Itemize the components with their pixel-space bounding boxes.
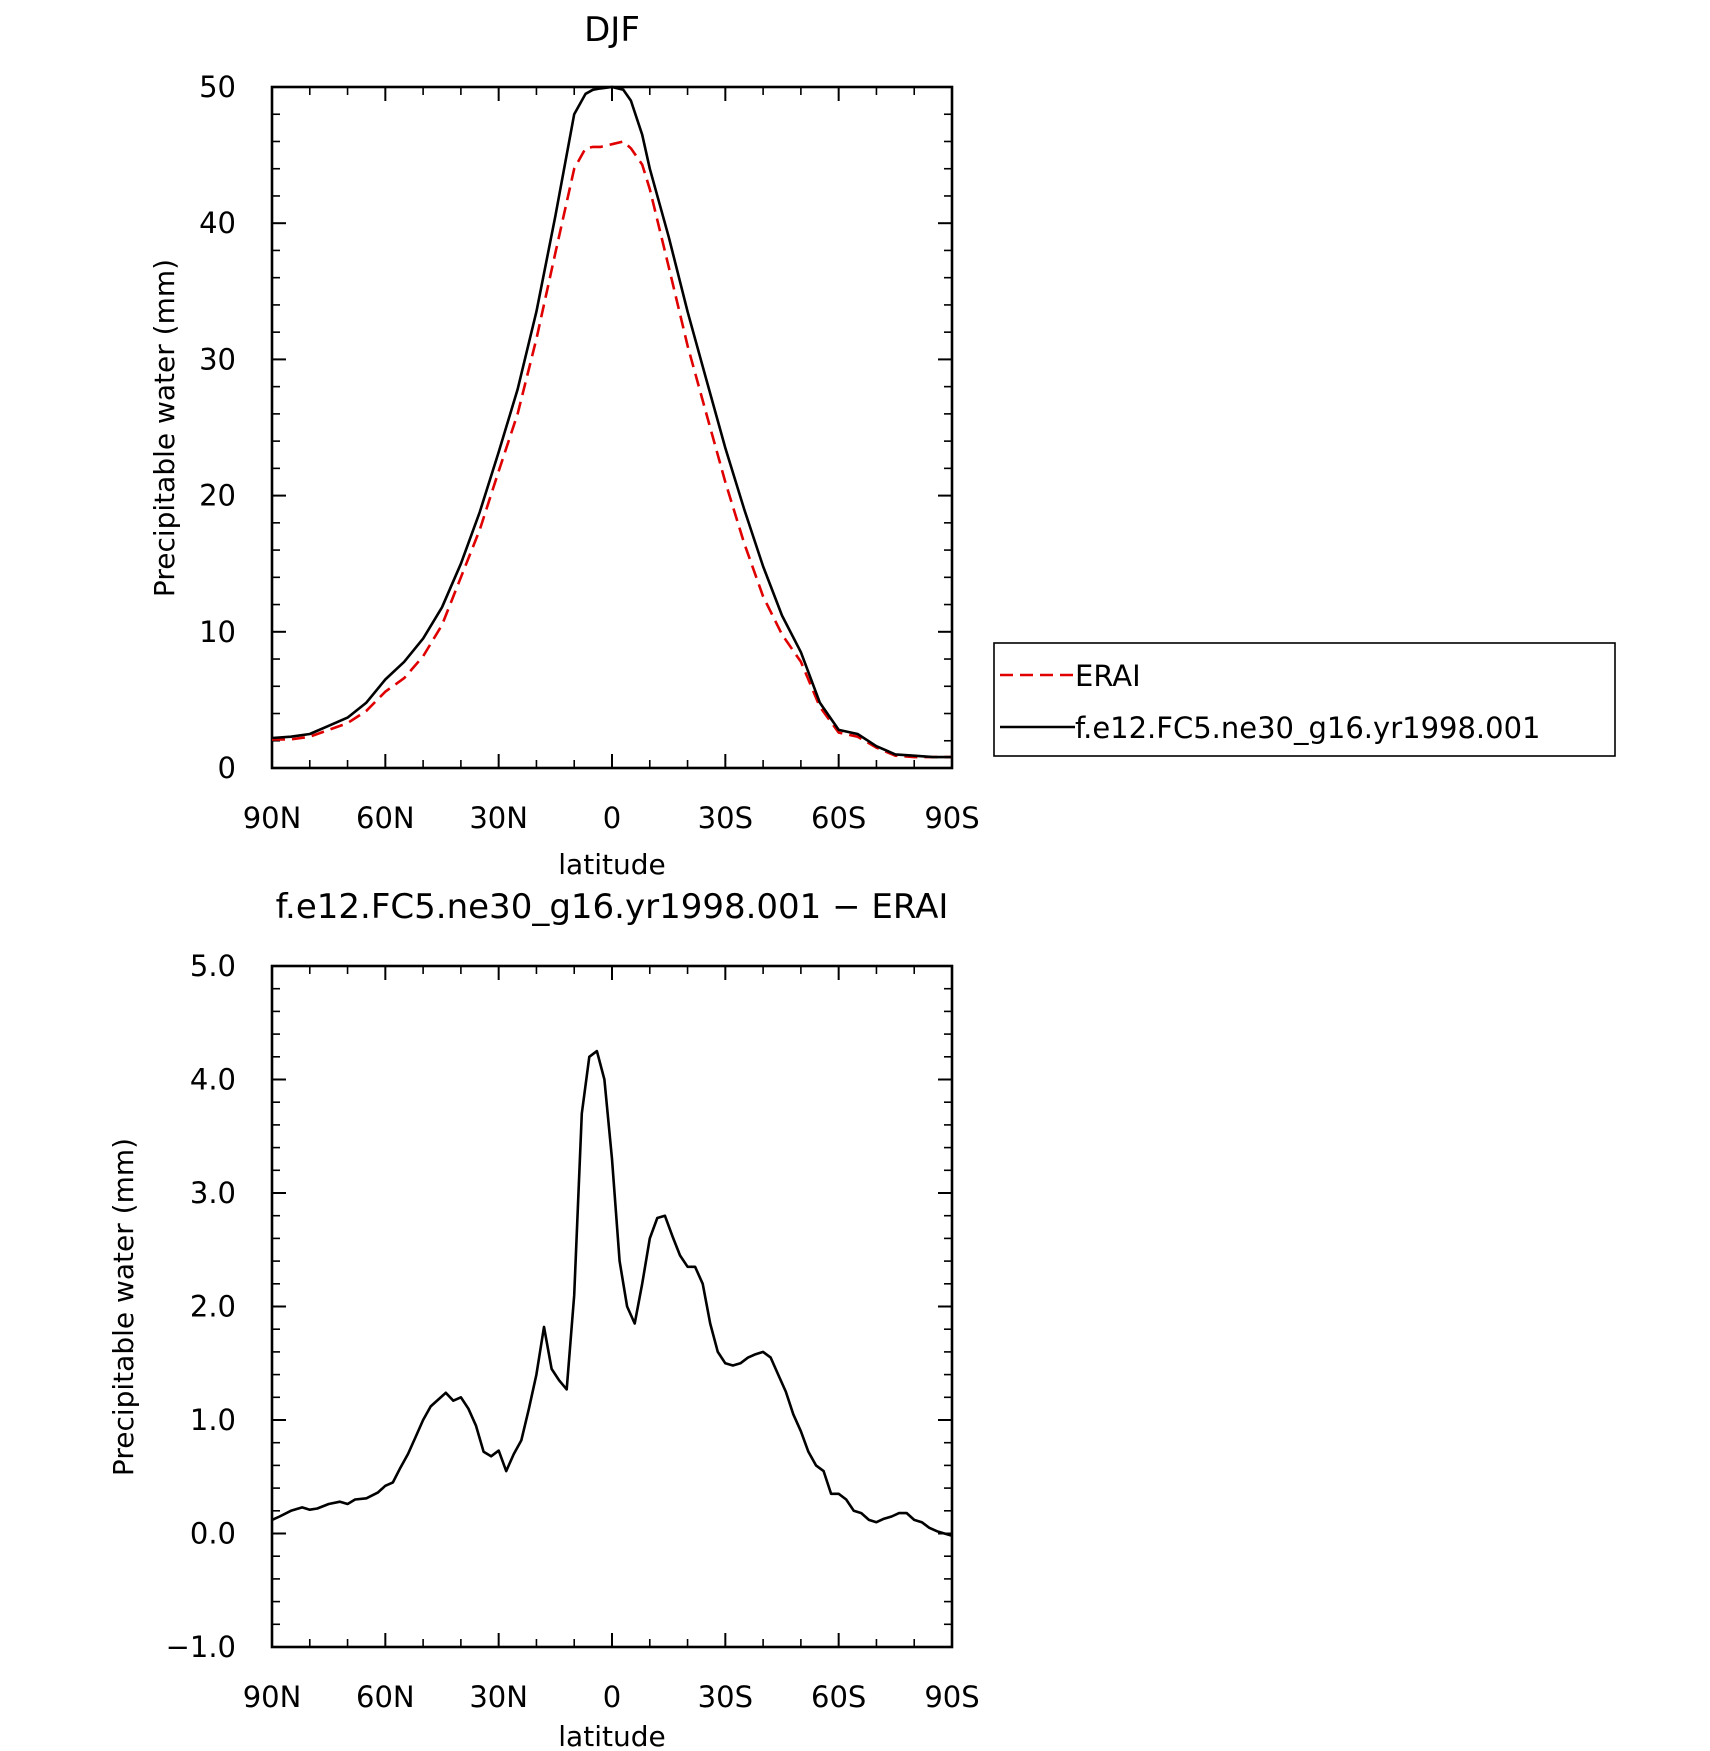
y-tick-label: 5.0 bbox=[190, 949, 236, 983]
chart-difference: f.e12.FC5.ne30_g16.yr1998.001 − ERAI 90N… bbox=[107, 887, 980, 1751]
tick-marks bbox=[271, 965, 953, 1648]
x-tick-label: 30N bbox=[469, 1680, 528, 1714]
y-axis-label: Precipitable water (mm) bbox=[148, 259, 181, 597]
x-tick-label: 30S bbox=[698, 801, 753, 835]
y-tick-label: 10 bbox=[199, 615, 236, 649]
y-tick-label: 30 bbox=[199, 342, 236, 376]
chart-title: DJF bbox=[584, 10, 640, 50]
y-tick-label: 2.0 bbox=[190, 1290, 236, 1324]
y-tick-label: 3.0 bbox=[190, 1176, 236, 1210]
x-tick-labels: 90N 60N 30N 0 30S 60S 90S bbox=[243, 1680, 980, 1714]
x-tick-label: 90S bbox=[924, 801, 979, 835]
y-tick-label: −1.0 bbox=[166, 1630, 236, 1664]
x-tick-label: 60N bbox=[356, 1680, 415, 1714]
x-tick-label: 60N bbox=[356, 801, 415, 835]
series-layer bbox=[271, 85, 952, 759]
x-axis-label: latitude bbox=[558, 1720, 665, 1751]
legend-label-model: f.e12.FC5.ne30_g16.yr1998.001 bbox=[1075, 711, 1541, 745]
series-line-0 bbox=[271, 1049, 953, 1538]
x-tick-label: 90N bbox=[243, 801, 302, 835]
legend-label-erai: ERAI bbox=[1075, 659, 1141, 693]
y-tick-label: 0.0 bbox=[190, 1517, 236, 1551]
y-tick-labels: 0 10 20 30 40 50 bbox=[199, 70, 236, 785]
tick-marks bbox=[271, 86, 953, 769]
y-tick-labels: −1.0 0.0 1.0 2.0 3.0 4.0 5.0 bbox=[166, 949, 236, 1664]
x-tick-labels: 90N 60N 30N 0 30S 60S 90S bbox=[243, 801, 980, 835]
y-tick-label: 4.0 bbox=[190, 1063, 236, 1097]
y-tick-label: 50 bbox=[199, 70, 236, 104]
series-layer bbox=[271, 1049, 953, 1538]
x-tick-label: 60S bbox=[811, 1680, 866, 1714]
x-axis-label: latitude bbox=[558, 848, 665, 881]
y-tick-label: 40 bbox=[199, 206, 236, 240]
x-tick-label: 60S bbox=[811, 801, 866, 835]
chart-djf: DJF 90N 60N 30N 0 30S 60S 90S 0 10 20 30 40 50 lati… bbox=[148, 10, 1616, 881]
y-tick-label: 1.0 bbox=[190, 1403, 236, 1437]
x-tick-label: 0 bbox=[603, 1680, 621, 1714]
y-axis-label: Precipitable water (mm) bbox=[107, 1138, 140, 1476]
y-tick-label: 0 bbox=[218, 751, 236, 785]
legend: ERAI f.e12.FC5.ne30_g16.yr1998.001 bbox=[993, 642, 1616, 757]
x-tick-label: 30S bbox=[698, 1680, 753, 1714]
y-tick-label: 20 bbox=[199, 479, 236, 513]
x-tick-label: 90N bbox=[243, 1680, 302, 1714]
series-line-1 bbox=[271, 85, 952, 759]
x-tick-label: 0 bbox=[603, 801, 621, 835]
legend-box bbox=[993, 642, 1616, 757]
series-line-0 bbox=[272, 140, 952, 759]
x-tick-label: 30N bbox=[469, 801, 528, 835]
x-tick-label: 90S bbox=[924, 1680, 979, 1714]
chart-title: f.e12.FC5.ne30_g16.yr1998.001 − ERAI bbox=[276, 887, 949, 927]
